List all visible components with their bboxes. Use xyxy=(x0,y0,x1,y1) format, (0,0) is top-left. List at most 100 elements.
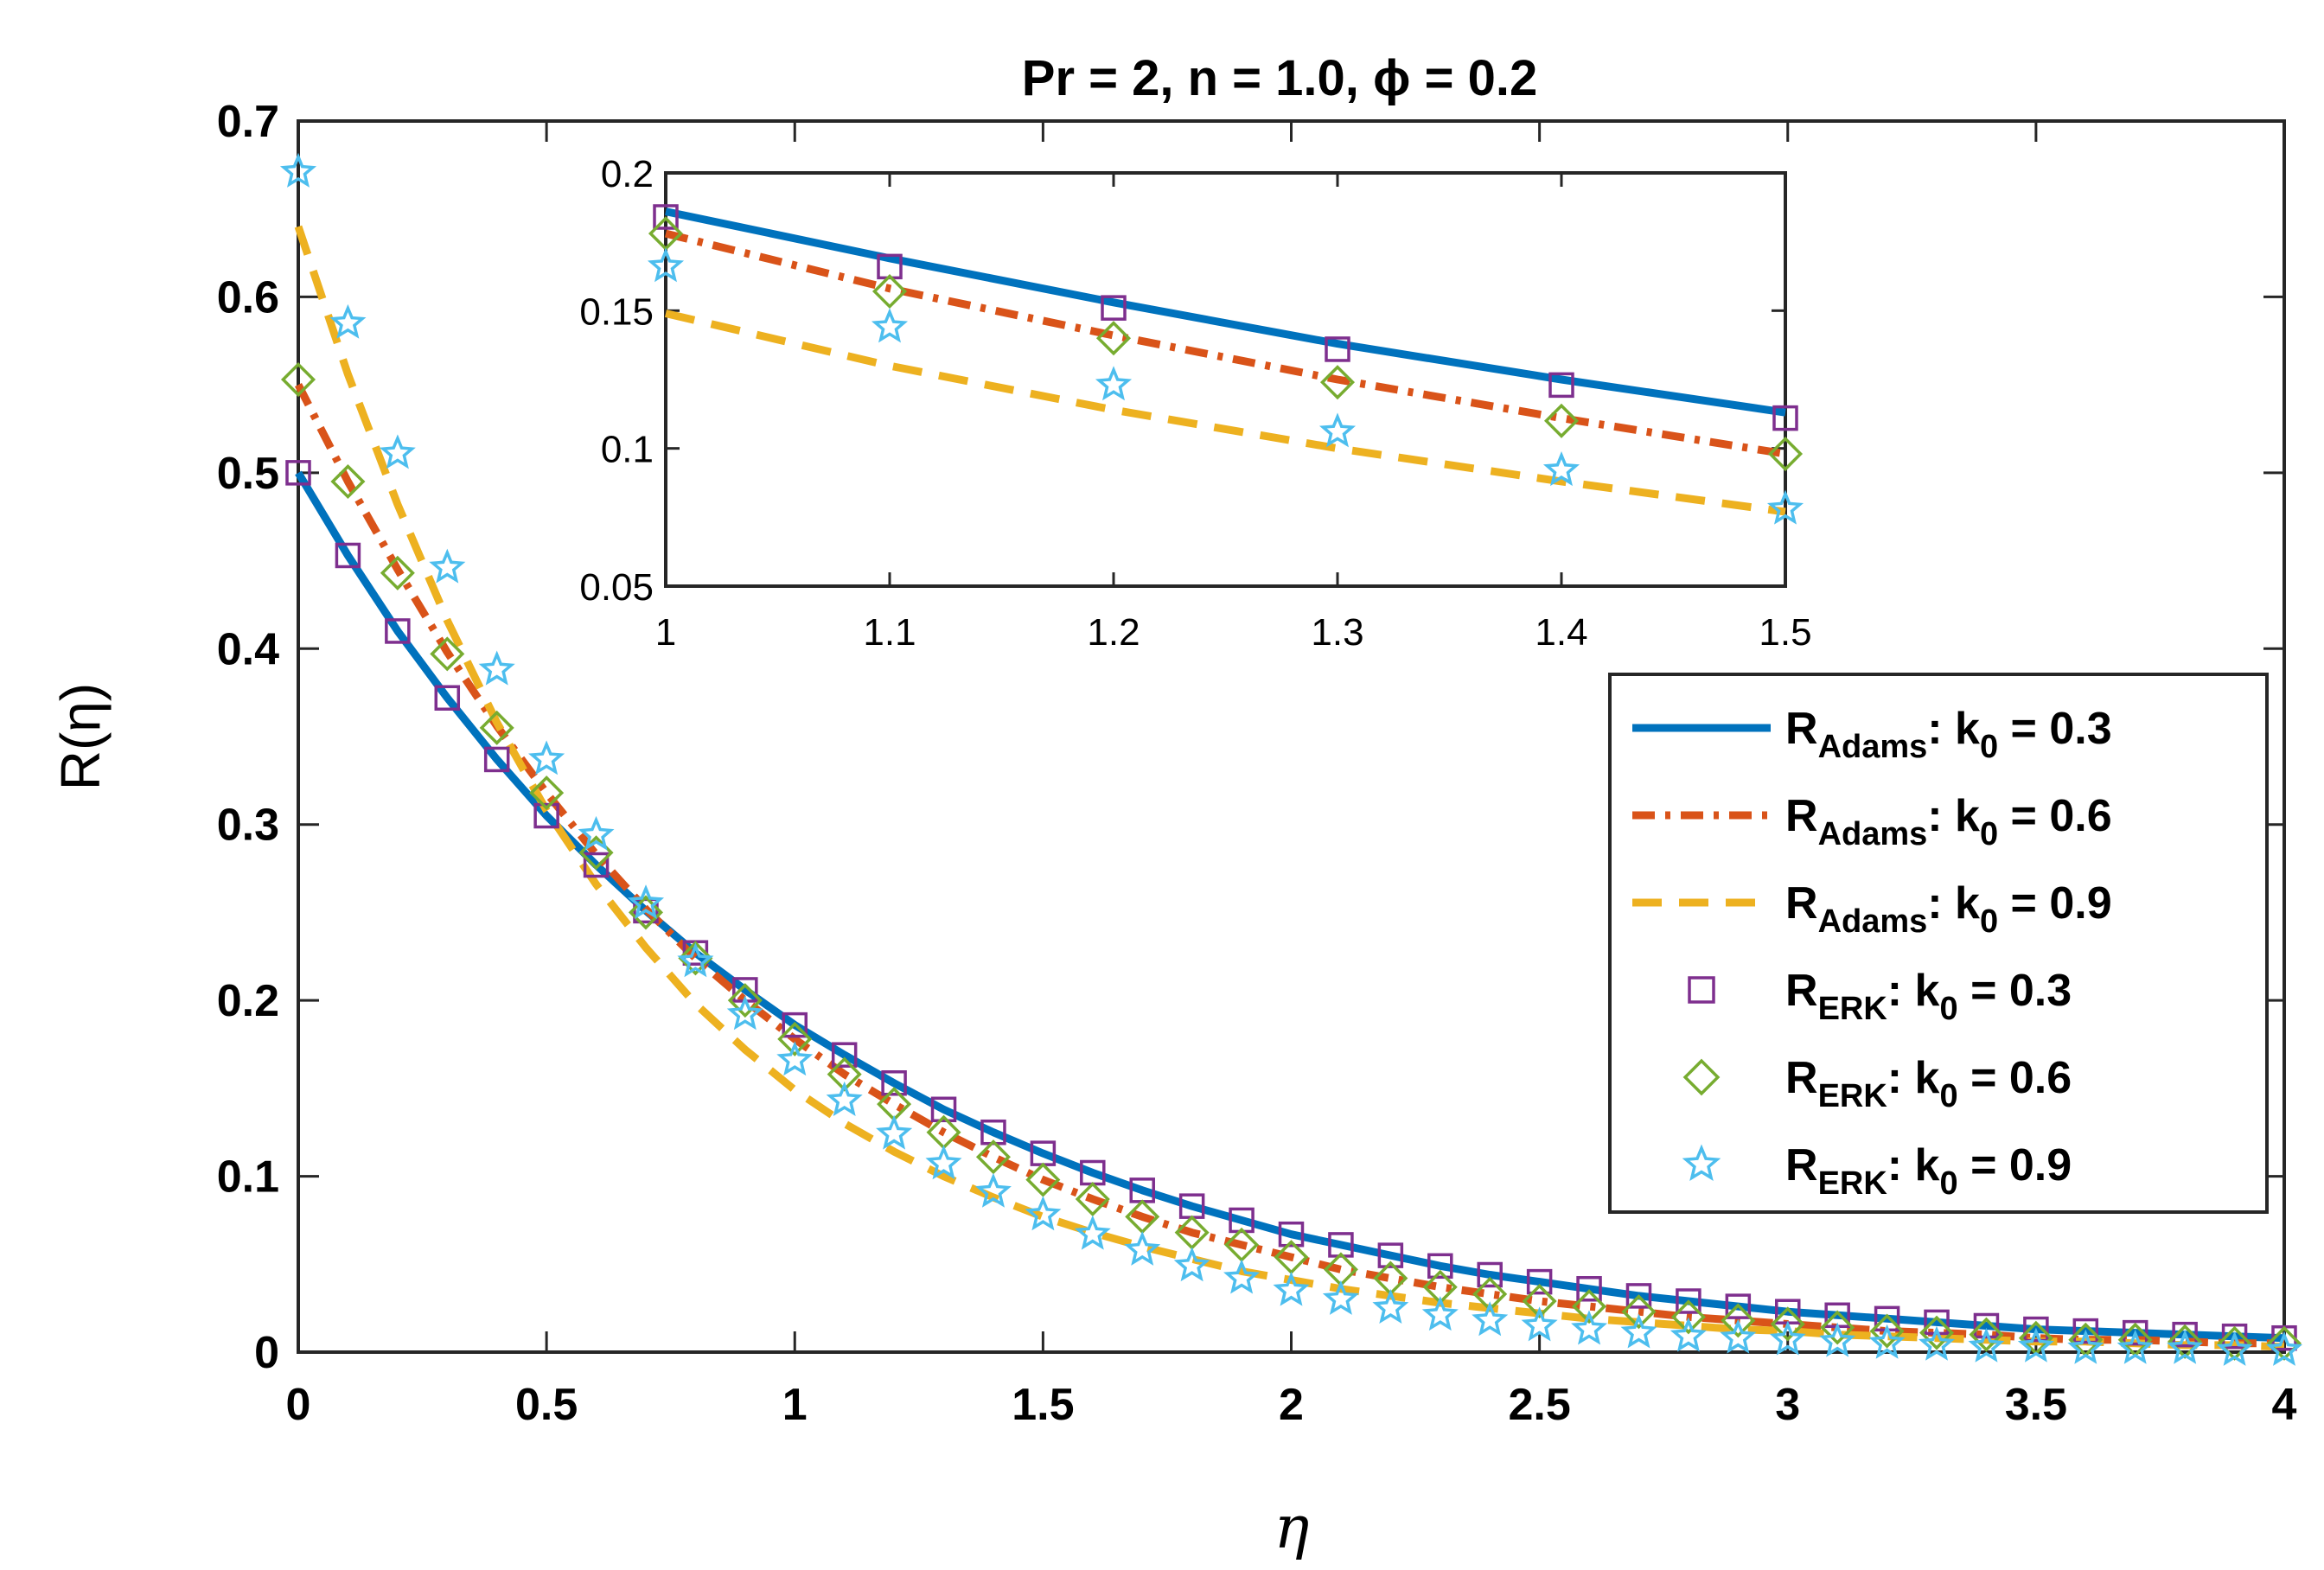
data-point-square xyxy=(1526,1268,1553,1295)
x-tick-label: 0.5 xyxy=(515,1380,578,1430)
legend-marker-swatch xyxy=(1688,976,1715,1004)
data-point-diamond xyxy=(1472,1276,1508,1312)
data-point-star xyxy=(627,884,665,920)
y-tick-label: 0.3 xyxy=(217,801,279,851)
data-point-star xyxy=(925,1145,962,1180)
inset-y-tick-label: 0.2 xyxy=(601,153,654,195)
inset-y-tick-label: 0.15 xyxy=(579,290,654,333)
data-point-diamond xyxy=(678,941,713,976)
inset-data-point-star xyxy=(1095,366,1133,401)
data-point-star xyxy=(1521,1306,1558,1342)
data-point-diamond xyxy=(1820,1310,1855,1345)
data-point-square xyxy=(583,852,610,878)
data-point-square xyxy=(1576,1276,1602,1302)
inset-x-tick-label: 1.5 xyxy=(1759,611,1811,654)
legend-entry-label: RERK: k0 = 0.3 xyxy=(1785,966,2072,1027)
inset-x-tick-label: 1 xyxy=(655,611,676,654)
data-point-square xyxy=(285,460,311,486)
y-tick-label: 0.2 xyxy=(217,976,279,1026)
data-point-star xyxy=(1918,1325,1956,1361)
data-point-star xyxy=(1273,1271,1310,1306)
data-point-star xyxy=(2216,1331,2253,1366)
data-point-diamond xyxy=(1522,1283,1557,1319)
data-point-square xyxy=(831,1042,858,1068)
data-point-square xyxy=(881,1070,907,1096)
data-point-star xyxy=(1819,1322,1856,1357)
x-tick-label: 4 xyxy=(2272,1380,2297,1430)
main-x-axis: 0 0.5 1 1.5 2 2.5 3 3.5 4 xyxy=(286,121,2297,1430)
x-tick-label: 2 xyxy=(1279,1380,1304,1430)
data-point-star xyxy=(2116,1329,2154,1364)
inset-data-point-diamond xyxy=(872,274,908,310)
series-line-r-adams-k-0-0-3 xyxy=(295,470,2285,1343)
data-point-star xyxy=(1968,1327,2005,1363)
data-point-diamond xyxy=(1025,1162,1061,1197)
data-point-star xyxy=(1571,1310,1608,1345)
data-point-diamond xyxy=(1721,1303,1756,1338)
inset-data-point-star xyxy=(1318,412,1357,448)
data-point-diamond xyxy=(1621,1294,1657,1330)
series-line-r-adams-k-0-0-9 xyxy=(294,225,2285,1351)
data-point-diamond xyxy=(727,983,763,1018)
data-point-diamond xyxy=(827,1056,862,1092)
inset-data-point-star xyxy=(871,308,909,343)
data-point-square xyxy=(533,802,559,829)
data-point-square xyxy=(2122,1319,2148,1346)
data-point-square xyxy=(930,1096,957,1123)
data-point-star xyxy=(2167,1329,2204,1364)
data-point-star xyxy=(1223,1259,1261,1294)
data-point-star xyxy=(776,1041,814,1076)
data-point-square xyxy=(1427,1253,1453,1280)
data-point-diamond xyxy=(330,464,366,500)
x-tick-label: 3.5 xyxy=(2005,1380,2067,1430)
inset-data-point-square xyxy=(1548,372,1574,399)
data-point-diamond xyxy=(479,710,514,745)
data-point-diamond xyxy=(975,1139,1011,1175)
data-point-star xyxy=(1173,1247,1210,1282)
y-tick-label: 0.7 xyxy=(217,97,279,147)
data-point-square xyxy=(385,618,411,644)
legend-marker-swatch xyxy=(1682,1058,1721,1096)
data-point-star xyxy=(1421,1296,1459,1331)
inset-data-point-star xyxy=(647,247,685,283)
data-point-square xyxy=(1725,1293,1752,1319)
data-point-square xyxy=(2172,1321,2198,1348)
data-point-star xyxy=(279,152,317,188)
data-point-star xyxy=(1720,1318,1757,1354)
data-point-star xyxy=(1025,1196,1062,1231)
data-point-star xyxy=(677,942,714,978)
data-point-star xyxy=(1769,1320,1806,1356)
inset-series-line xyxy=(664,310,1786,516)
data-point-star xyxy=(1620,1313,1657,1349)
inset-y-tick-label: 0.05 xyxy=(579,566,654,609)
data-point-star xyxy=(429,548,466,584)
inset-data-point-square xyxy=(653,204,679,230)
data-point-star xyxy=(528,740,565,775)
y-tick-label: 0.5 xyxy=(217,449,279,499)
data-point-star xyxy=(1372,1289,1409,1324)
inset-series-lines xyxy=(664,207,1786,516)
data-point-star xyxy=(876,1114,913,1150)
data-point-star xyxy=(2067,1329,2104,1364)
inset-data-point-diamond xyxy=(1095,321,1132,356)
data-point-diamond xyxy=(1869,1313,1905,1349)
data-point-star xyxy=(1868,1324,1906,1359)
data-point-diamond xyxy=(1670,1299,1706,1335)
data-point-star xyxy=(2265,1331,2303,1366)
data-point-star xyxy=(578,815,615,851)
y-axis-label: R(η) xyxy=(49,683,112,790)
inset-series-line xyxy=(665,207,1786,417)
inset-x-axis: 1 1.1 1.2 1.3 1.4 1.5 xyxy=(655,173,1812,654)
data-point-star xyxy=(1322,1280,1359,1315)
data-point-star xyxy=(1124,1230,1161,1266)
data-point-square xyxy=(483,746,510,773)
data-point-diamond xyxy=(1919,1315,1955,1350)
data-point-diamond xyxy=(1075,1181,1110,1217)
legend-entry-label: RERK: k0 = 0.6 xyxy=(1785,1053,2072,1114)
data-point-square xyxy=(1477,1261,1503,1288)
inset-data-point-diamond xyxy=(1543,403,1580,438)
data-point-diamond xyxy=(1770,1306,1805,1342)
data-point-star xyxy=(974,1172,1012,1208)
inset-x-tick-label: 1.2 xyxy=(1087,611,1140,654)
